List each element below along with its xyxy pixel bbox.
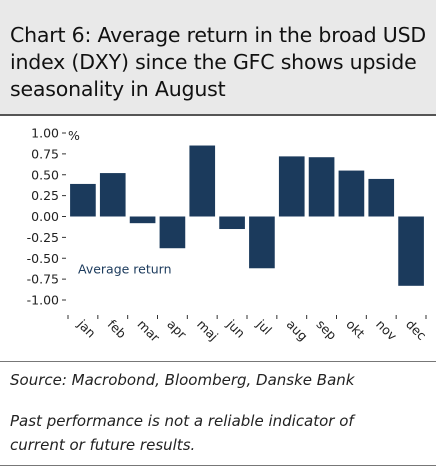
y-tick-label: 0.25 [31, 188, 59, 203]
x-tick-label: okt [343, 317, 368, 342]
x-tick-label: aug [284, 317, 311, 344]
x-tick-label: jan [74, 316, 99, 341]
x-tick-label: jun [223, 316, 248, 341]
y-tick-label: -1.00 [27, 293, 59, 308]
x-tick-label: sep [313, 317, 339, 343]
source-note: Source: Macrobond, Bloomberg, Danske Ban… [10, 371, 355, 389]
y-axis-unit-label: % [68, 128, 80, 143]
chart-bottom-divider [0, 361, 436, 362]
bar-dec [398, 216, 424, 286]
y-tick-label: 0.75 [31, 146, 59, 161]
bar-chart: 1.00 0.75 0.50 0.25 0.00 -0.25 -0.50 -0.75 -1.00… [27, 126, 430, 346]
bar-okt [338, 170, 365, 217]
x-tick-label: nov [373, 317, 400, 344]
bar-jan [70, 183, 96, 217]
bar-mar [129, 216, 156, 224]
footer-divider [0, 465, 436, 466]
x-tick-label: mar [134, 317, 163, 346]
bar-jun [219, 216, 245, 230]
x-tick-label: dec [403, 317, 430, 344]
bar-sep [308, 157, 335, 217]
chart-title: Chart 6: Average return in the broad USD… [10, 23, 427, 101]
legend-label: Average return [78, 261, 172, 276]
bar-maj [189, 145, 216, 217]
disclaimer-note: Past performance is not a reliable indic… [10, 412, 354, 454]
bar-feb [99, 173, 126, 217]
y-tick-label: -0.75 [27, 272, 59, 287]
bar-apr [159, 216, 186, 249]
bar-aug [278, 156, 305, 217]
y-tick-label: -0.25 [27, 230, 59, 245]
bar-jul [249, 216, 275, 269]
x-tick-label: feb [105, 317, 130, 342]
y-tick-label: 0.00 [31, 209, 59, 224]
x-tick-label: jul [253, 316, 275, 338]
chart-area: 1.00 0.75 0.50 0.25 0.00 -0.25 -0.50 -0.75 -1.00… [0, 116, 436, 360]
x-tick-label: maj [194, 317, 221, 344]
bar-nov [368, 178, 395, 217]
title-divider [0, 114, 436, 116]
y-tick-label: 0.50 [31, 167, 59, 182]
y-tick-label: 1.00 [31, 126, 59, 141]
x-tick-label: apr [164, 317, 190, 343]
y-tick-label: -0.50 [27, 251, 59, 266]
title-bar: Chart 6: Average return in the broad USD… [0, 0, 436, 118]
